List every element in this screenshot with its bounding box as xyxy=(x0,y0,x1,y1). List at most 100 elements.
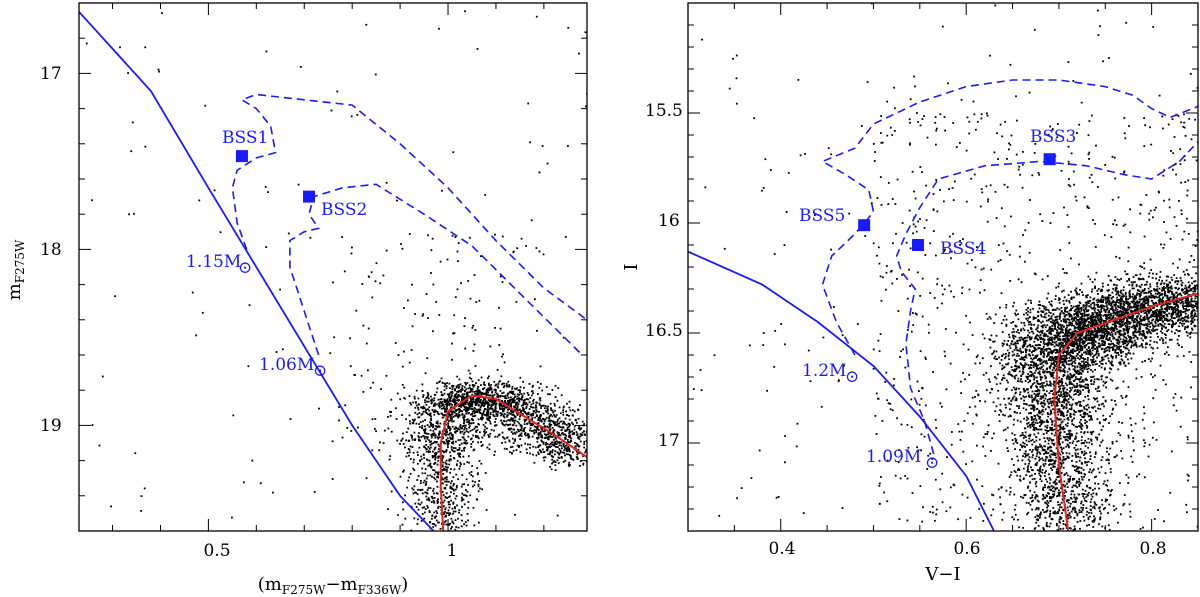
star-point xyxy=(1087,365,1089,368)
star-point xyxy=(510,401,513,404)
star-point xyxy=(576,434,578,436)
star-point xyxy=(546,426,549,428)
star-point xyxy=(618,434,620,436)
star-point xyxy=(456,384,459,387)
star-point xyxy=(493,410,496,413)
star-point xyxy=(516,420,519,423)
star-point xyxy=(405,455,408,458)
star-point xyxy=(1013,470,1016,472)
star-point xyxy=(415,404,418,407)
star-point xyxy=(1129,338,1132,340)
star-point xyxy=(592,435,594,437)
star-point xyxy=(463,408,466,411)
star-point xyxy=(1102,337,1105,340)
star-point xyxy=(577,435,580,438)
star-point xyxy=(439,260,442,263)
star-point xyxy=(522,380,524,383)
star-point xyxy=(1079,482,1082,485)
star-point xyxy=(409,420,411,423)
star-point xyxy=(476,390,479,393)
star-point xyxy=(498,434,500,437)
star-point xyxy=(1054,510,1056,513)
star-point xyxy=(1072,384,1075,387)
star-point xyxy=(580,434,583,437)
left-ticks xyxy=(79,2,587,532)
star-point xyxy=(418,436,420,439)
star-point xyxy=(535,426,537,429)
star-point xyxy=(469,425,471,428)
star-point xyxy=(1063,365,1066,368)
star-point xyxy=(504,397,506,399)
star-point xyxy=(564,438,567,440)
star-point xyxy=(435,515,437,518)
star-point xyxy=(426,474,429,477)
star-point xyxy=(443,469,446,471)
star-point xyxy=(1075,444,1077,447)
star-point xyxy=(448,420,450,423)
star-point xyxy=(526,413,528,416)
star-point xyxy=(488,443,491,446)
star-point xyxy=(538,250,541,253)
star-point xyxy=(1075,349,1077,352)
star-point xyxy=(606,449,608,451)
star-point xyxy=(1108,300,1111,302)
star-point xyxy=(435,425,437,428)
star-point xyxy=(459,439,462,441)
star-point xyxy=(555,437,557,440)
star-point xyxy=(621,451,623,453)
star-point xyxy=(517,428,519,431)
star-point xyxy=(520,427,523,429)
star-point xyxy=(477,483,480,486)
star-point xyxy=(432,450,434,453)
star-point xyxy=(457,526,460,529)
star-point xyxy=(360,374,363,377)
star-point xyxy=(554,436,557,439)
star-point xyxy=(508,385,511,388)
star-point xyxy=(475,411,478,413)
star-point xyxy=(458,447,461,449)
star-point xyxy=(503,420,506,423)
star-point xyxy=(461,399,463,402)
star-point xyxy=(433,448,436,451)
star-point xyxy=(1104,342,1106,345)
star-point xyxy=(542,412,545,415)
star-point xyxy=(430,419,433,422)
star-point xyxy=(450,441,453,444)
star-point xyxy=(510,396,512,399)
star-point xyxy=(1051,439,1054,442)
star-point xyxy=(442,394,444,397)
star-point xyxy=(526,403,529,406)
star-point xyxy=(464,403,467,406)
star-point xyxy=(1098,404,1100,406)
star-point xyxy=(611,446,613,448)
star-point xyxy=(410,349,413,351)
star-point xyxy=(1063,335,1065,337)
star-point xyxy=(403,307,405,309)
star-point xyxy=(499,380,501,382)
star-point xyxy=(515,388,517,391)
star-point xyxy=(450,415,452,418)
star-point xyxy=(437,455,439,458)
star-point xyxy=(404,397,406,400)
star-point xyxy=(1110,343,1113,345)
star-point xyxy=(1134,325,1137,328)
star-point xyxy=(540,419,542,422)
star-point xyxy=(1029,343,1031,346)
star-point xyxy=(444,533,446,535)
star-point xyxy=(408,451,411,454)
star-point xyxy=(470,422,473,425)
star-point xyxy=(438,430,441,433)
star-point xyxy=(1096,350,1099,353)
star-point xyxy=(550,445,553,448)
star-point xyxy=(601,436,603,438)
star-point xyxy=(570,437,573,440)
star-point xyxy=(513,406,516,409)
star-point xyxy=(1025,416,1028,419)
star-point xyxy=(417,397,420,400)
star-point xyxy=(496,369,499,371)
star-point xyxy=(615,445,617,447)
star-point xyxy=(1108,459,1110,462)
star-point xyxy=(445,514,447,517)
star-point xyxy=(502,391,505,394)
star-point xyxy=(1093,507,1096,510)
